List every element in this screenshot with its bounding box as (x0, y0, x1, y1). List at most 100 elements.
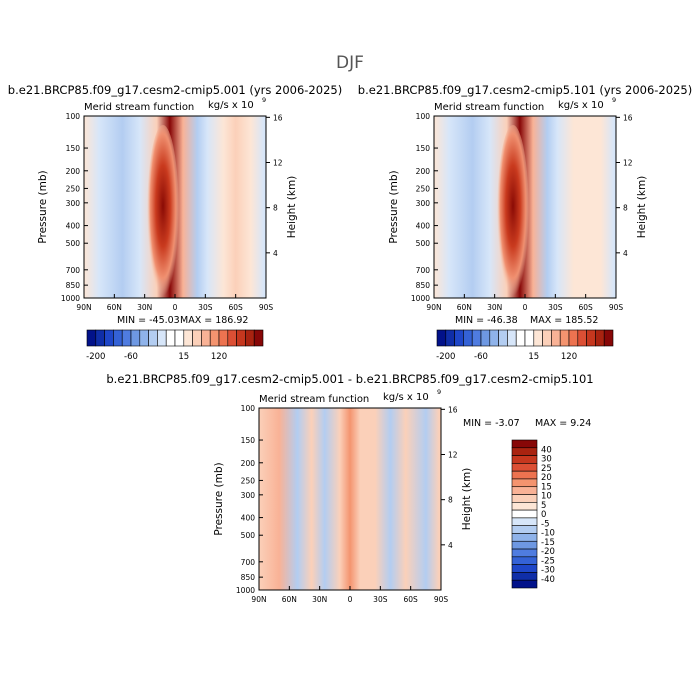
panel3-max: MAX = 9.24 (535, 418, 591, 429)
panel-2: b.e21.BRCP85.f09_g17.cesm2-cmip5.101 (yr… (358, 83, 692, 362)
y-tick-label: 1000 (61, 294, 80, 303)
colorbar-swatch (512, 463, 537, 471)
colorbar-swatch (499, 330, 508, 346)
colorbar-swatch (512, 495, 537, 503)
x-tick-label: 30N (137, 303, 152, 312)
colorbar-swatch (534, 330, 543, 346)
panel1-subtitle: Merid stream function (84, 102, 194, 113)
colorbar-swatch (122, 330, 131, 346)
colorbar-swatch (175, 330, 184, 346)
colorbar-swatch (512, 565, 537, 573)
colorbar-label: 15 (528, 352, 539, 362)
y-right-tick-label: 12 (273, 159, 283, 168)
colorbar-swatch (166, 330, 175, 346)
panel1-units-exp: 9 (262, 96, 266, 104)
y-tick-label: 200 (66, 167, 81, 176)
colorbar-swatch (481, 330, 490, 346)
y-tick-label: 200 (416, 167, 431, 176)
colorbar-swatch (512, 440, 537, 448)
x-tick-label: 60N (282, 595, 297, 604)
x-tick-label: 90S (434, 595, 449, 604)
y-tick-label: 150 (416, 144, 431, 153)
colorbar-swatch (437, 330, 446, 346)
panel1-title: b.e21.BRCP85.f09_g17.cesm2-cmip5.001 (yr… (8, 83, 342, 97)
y-right-tick-label: 4 (448, 541, 453, 550)
y-tick-label: 400 (416, 222, 431, 231)
panel2-title: b.e21.BRCP85.f09_g17.cesm2-cmip5.101 (yr… (358, 83, 692, 97)
y-right-tick-label: 8 (623, 204, 628, 213)
y-tick-label: 700 (241, 558, 256, 567)
colorbar-swatch (587, 330, 596, 346)
colorbar-swatch (525, 330, 534, 346)
colorbar-swatch (455, 330, 464, 346)
y-tick-label: 850 (416, 281, 431, 290)
panel3-field (259, 408, 441, 590)
colorbar-swatch (245, 330, 254, 346)
colorbar-swatch (604, 330, 613, 346)
colorbar-swatch (446, 330, 455, 346)
y-tick-label: 500 (66, 239, 81, 248)
colorbar-swatch (490, 330, 499, 346)
colorbar-swatch (210, 330, 219, 346)
y-tick-label: 500 (416, 239, 431, 248)
x-tick-label: 90N (76, 303, 91, 312)
colorbar-swatch (569, 330, 578, 346)
colorbar-swatch (149, 330, 158, 346)
colorbar-swatch (507, 330, 516, 346)
panel3-ylabel-right: Height (km) (461, 468, 473, 531)
colorbar-swatch (512, 518, 537, 526)
panel1-ylabel-right: Height (km) (286, 176, 298, 239)
colorbar-swatch (512, 557, 537, 565)
colorbar-swatch (512, 533, 537, 541)
colorbar-label: -200 (436, 352, 455, 362)
panel1-min: MIN = -45.03 (117, 315, 180, 326)
y-tick-label: 400 (66, 222, 81, 231)
colorbar-swatch (131, 330, 140, 346)
colorbar-swatch (184, 330, 193, 346)
y-tick-label: 100 (66, 112, 81, 121)
y-right-tick-label: 12 (623, 159, 633, 168)
colorbar-label: -60 (474, 352, 488, 362)
colorbar-swatch (113, 330, 122, 346)
colorbar-swatch (140, 330, 149, 346)
colorbar-swatch (512, 448, 537, 456)
colorbar-swatch (254, 330, 263, 346)
y-tick-label: 850 (66, 281, 81, 290)
panel3-min: MIN = -3.07 (463, 418, 520, 429)
colorbar-swatch (228, 330, 237, 346)
x-tick-label: 0 (348, 595, 353, 604)
colorbar-swatch (105, 330, 114, 346)
colorbar-swatch (472, 330, 481, 346)
colorbar-swatch (463, 330, 472, 346)
x-tick-label: 30S (548, 303, 563, 312)
panel-3: b.e21.BRCP85.f09_g17.cesm2-cmip5.001 - b… (106, 372, 593, 604)
x-tick-label: 90N (426, 303, 441, 312)
colorbar-swatch (543, 330, 552, 346)
panel3-title: b.e21.BRCP85.f09_g17.cesm2-cmip5.001 - b… (106, 372, 593, 386)
x-tick-label: 30N (487, 303, 502, 312)
y-tick-label: 700 (416, 266, 431, 275)
colorbar-swatch (512, 549, 537, 557)
colorbar-label: 15 (178, 352, 189, 362)
colorbar-swatch (512, 510, 537, 518)
colorbar-swatch (551, 330, 560, 346)
colorbar-swatch (578, 330, 587, 346)
panel2-units: kg/s x 10 (558, 100, 604, 111)
colorbar-swatch (157, 330, 166, 346)
colorbar-swatch (512, 502, 537, 510)
y-right-tick-label: 8 (273, 204, 278, 213)
x-tick-label: 90N (251, 595, 266, 604)
colorbar-swatch (512, 580, 537, 588)
y-tick-label: 150 (66, 144, 81, 153)
x-tick-label: 60S (404, 595, 419, 604)
colorbar-swatch (560, 330, 569, 346)
panel2-subtitle: Merid stream function (434, 102, 544, 113)
colorbar-swatch (512, 487, 537, 495)
y-tick-label: 400 (241, 514, 256, 523)
colorbar-swatch (512, 541, 537, 549)
y-tick-label: 300 (241, 491, 256, 500)
colorbar-swatch (87, 330, 96, 346)
colorbar-swatch (512, 526, 537, 534)
panel3-subtitle: Merid stream function (259, 394, 369, 405)
y-tick-label: 700 (66, 266, 81, 275)
